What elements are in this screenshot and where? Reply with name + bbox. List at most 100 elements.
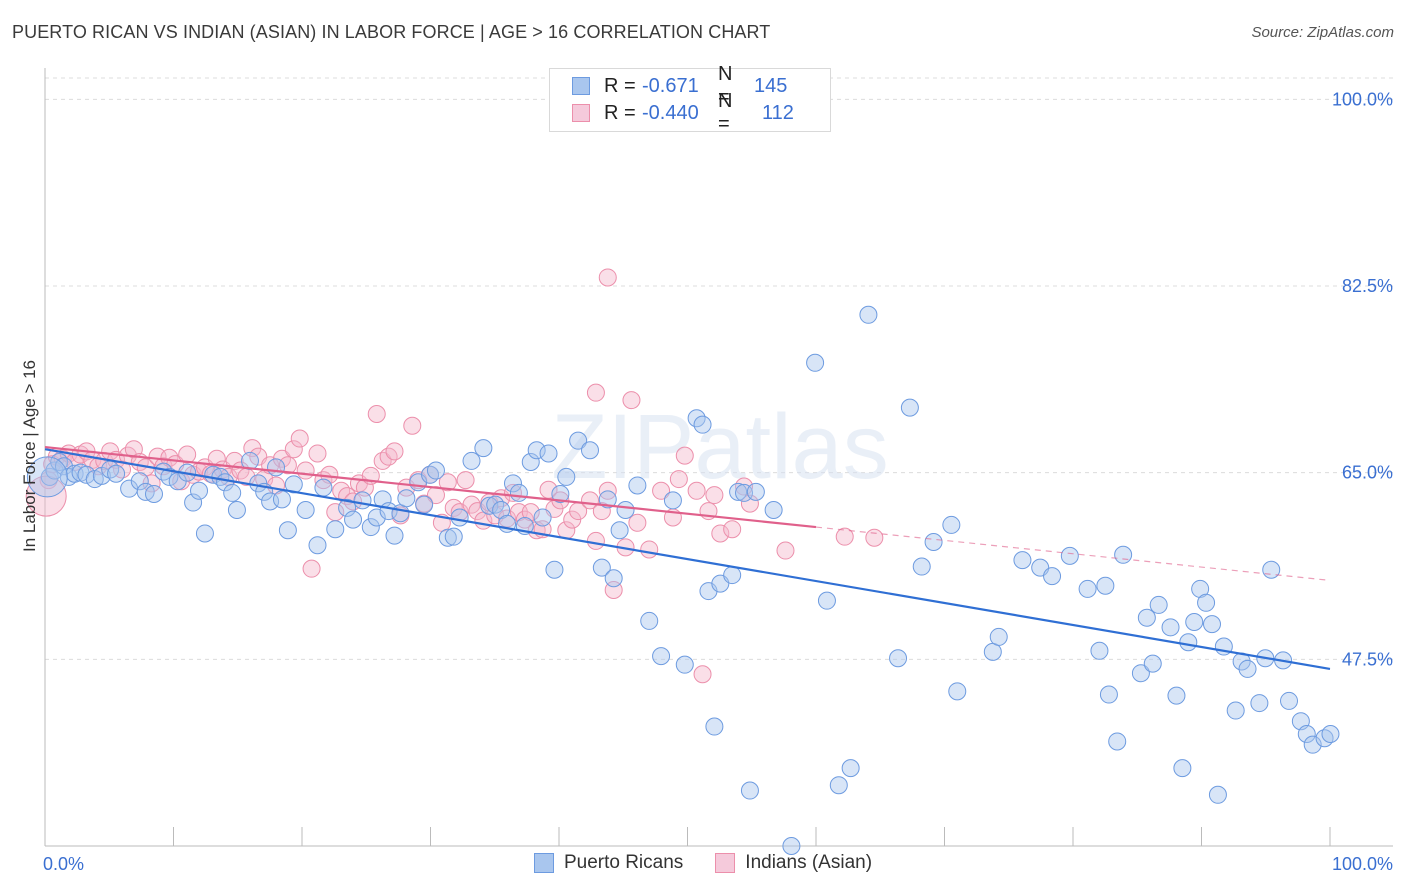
legend-item-puerto-ricans[interactable]: Puerto Ricans <box>533 852 683 874</box>
puerto-ricans-point <box>1043 567 1062 586</box>
puerto-ricans-trend-line <box>44 448 1331 671</box>
puerto-ricans-point <box>1149 595 1168 614</box>
indians-asian-point <box>735 477 754 496</box>
indians-asian-point <box>640 540 659 559</box>
puerto-ricans-point <box>1108 732 1127 751</box>
puerto-ricans-point <box>367 508 386 527</box>
puerto-ricans-point <box>195 524 214 543</box>
puerto-ricans-point <box>705 717 724 736</box>
puerto-ricans-point <box>1060 546 1079 565</box>
puerto-ricans-point <box>1078 579 1097 598</box>
tick-labels: 47.5% 65.0% 82.5% 100.0% 0.0% 100.0% <box>43 89 1393 874</box>
indians-asian-point-large <box>25 475 67 517</box>
r-value: -0.671 <box>642 74 699 97</box>
puerto-ricans-point <box>415 495 434 514</box>
puerto-ricans-point <box>859 305 878 324</box>
puerto-ricans-point <box>1114 545 1133 564</box>
puerto-ricans-point <box>746 482 765 501</box>
puerto-ricans-point <box>1137 608 1156 627</box>
puerto-ricans-points <box>26 305 1340 855</box>
puerto-ricans-point <box>610 521 629 540</box>
puerto-ricans-point <box>912 557 931 576</box>
puerto-ricans-point <box>184 493 203 512</box>
puerto-ricans-point <box>604 569 623 588</box>
r-value: -0.440 <box>642 101 699 124</box>
indians-asian-point <box>669 470 688 489</box>
puerto-ricans-point <box>1303 735 1322 754</box>
watermark: ZIPatlas <box>551 396 888 498</box>
indians-asian-point <box>367 405 386 423</box>
puerto-ricans-point <box>1096 576 1115 595</box>
indians-asian-point <box>592 502 611 521</box>
puerto-ricans-point <box>40 467 59 486</box>
indians-asian-point <box>675 446 694 465</box>
indians-asian-point <box>687 481 706 500</box>
n-value: 112 <box>762 101 794 124</box>
indians-asian-point <box>865 528 884 547</box>
stats-row-puerto-ricans: R = -0.671 N = 145 <box>572 63 788 108</box>
puerto-ricans-point <box>1208 785 1227 804</box>
puerto-ricans-point <box>740 781 759 800</box>
indians-asian-point <box>521 503 540 522</box>
puerto-ricans-point <box>723 566 742 585</box>
indians-asian-swatch <box>572 104 590 122</box>
series-legend: Puerto Ricans Indians (Asian) <box>0 852 1406 874</box>
y-tick-label: 65.0% <box>1342 463 1393 483</box>
puerto-ricans-point <box>223 483 242 502</box>
puerto-ricans-point <box>729 482 748 501</box>
n-label: N = <box>718 90 733 135</box>
puerto-ricans-point <box>1185 613 1204 631</box>
indians-asian-point <box>598 268 617 287</box>
puerto-ricans-point <box>782 837 801 855</box>
stats-row-indians-asian: R = -0.440 N = 112 <box>572 90 794 135</box>
indians-asian-point <box>278 456 297 475</box>
puerto-ricans-point <box>580 441 599 460</box>
n-value: 145 <box>754 74 788 97</box>
puerto-ricans-point <box>385 526 404 545</box>
puerto-ricans-point <box>480 496 499 515</box>
puerto-ricans-point <box>889 649 908 668</box>
puerto-ricans-point <box>675 655 694 674</box>
puerto-ricans-point <box>1099 685 1118 704</box>
puerto-ricans-point <box>144 485 163 503</box>
puerto-ricans-point <box>272 490 291 509</box>
puerto-ricans-point <box>1090 641 1109 660</box>
puerto-ricans-point <box>806 353 825 372</box>
puerto-ricans-point <box>1297 725 1316 743</box>
indians-asian-point <box>652 481 671 500</box>
puerto-ricans-point <box>59 467 78 486</box>
indians-asian-point <box>290 429 309 448</box>
indians-asian-point <box>711 524 730 543</box>
indians-asian-point <box>403 416 422 435</box>
puerto-ricans-point <box>1321 725 1340 743</box>
puerto-ricans-point <box>551 485 570 503</box>
puerto-ricans-point <box>314 478 333 497</box>
puerto-ricans-point <box>817 591 836 610</box>
puerto-ricans-point <box>1013 551 1032 570</box>
puerto-ricans-swatch <box>572 77 590 95</box>
indians-asian-trend-extension <box>815 526 1331 581</box>
puerto-ricans-point <box>361 518 380 537</box>
puerto-ricans-point <box>267 458 286 477</box>
y-axis-label: In Labor Force | Age > 16 <box>20 359 39 553</box>
indians-asian-point <box>622 391 641 410</box>
puerto-ricans-point <box>344 510 363 529</box>
puerto-ricans-point <box>616 501 635 519</box>
puerto-ricans-point <box>592 558 611 577</box>
indians-asian-point <box>628 513 647 532</box>
legend-item-indians-asian[interactable]: Indians (Asian) <box>715 852 872 874</box>
puerto-ricans-point <box>474 439 493 458</box>
puerto-ricans-point <box>107 464 126 483</box>
puerto-ricans-point <box>1161 618 1180 637</box>
puerto-ricans-point <box>841 759 860 778</box>
indians-asian-point <box>296 461 315 480</box>
puerto-ricans-point <box>1280 691 1299 710</box>
puerto-ricans-point <box>829 776 848 795</box>
puerto-ricans-point <box>521 453 540 471</box>
indians-asian-point <box>225 451 244 470</box>
puerto-ricans-point <box>1179 633 1198 652</box>
source-label: Source: ZipAtlas.com <box>1251 24 1394 41</box>
puerto-ricans-point <box>444 527 463 546</box>
puerto-ricans-point <box>1262 560 1281 579</box>
